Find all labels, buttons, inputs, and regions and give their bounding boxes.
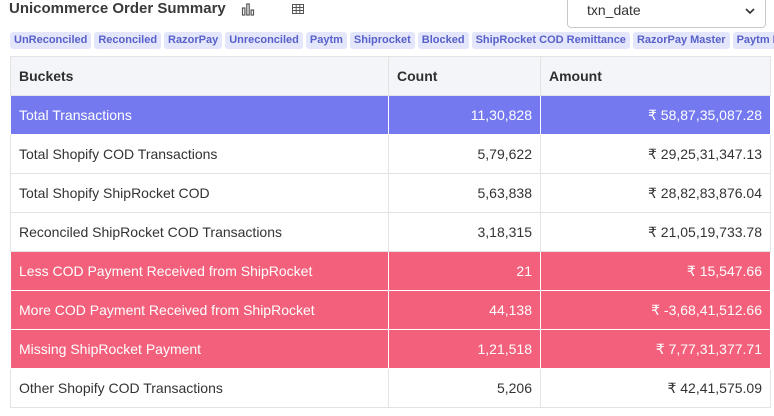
- chevron-down-icon: [744, 5, 756, 17]
- page-title: Unicommerce Order Summary: [9, 0, 226, 17]
- count-cell: 3,18,315: [388, 212, 541, 252]
- amount-cell: ₹ 42,41,575.09: [540, 368, 771, 408]
- bucket-cell: Less COD Payment Received from ShipRocke…: [10, 251, 389, 291]
- summary-table: Buckets Count Amount Total Transactions 1…: [10, 56, 771, 408]
- amount-cell: ₹ 28,82,83,876.04: [540, 173, 771, 213]
- count-cell: 11,30,828: [388, 95, 541, 135]
- count-cell: 44,138: [388, 290, 541, 330]
- date-field-select[interactable]: txn_date: [567, 0, 766, 28]
- count-cell: 5,63,838: [388, 173, 541, 213]
- bucket-cell: Total Shopify ShipRocket COD: [10, 173, 389, 213]
- filter-chip[interactable]: Reconciled: [94, 32, 162, 49]
- summary-table-container: Buckets Count Amount Total Transactions 1…: [10, 56, 771, 408]
- count-cell: 5,206: [388, 368, 541, 408]
- bucket-cell: More COD Payment Received from ShipRocke…: [10, 290, 389, 330]
- date-field-value: txn_date: [587, 2, 641, 18]
- table-row[interactable]: Missing ShipRocket Payment 1,21,518 ₹ 7,77…: [10, 329, 771, 369]
- amount-cell: ₹ 21,05,19,733.78: [540, 212, 771, 252]
- table-row[interactable]: Total Shopify COD Transactions 5,79,622 ₹ …: [10, 134, 771, 174]
- filter-chip[interactable]: Blocked: [417, 32, 469, 49]
- column-header-amount[interactable]: Amount: [540, 56, 771, 96]
- filter-chip[interactable]: RazorPay: [164, 32, 223, 49]
- filter-chip[interactable]: Paytm: [305, 32, 347, 49]
- table-row[interactable]: Total Transactions 11,30,828 ₹ 58,87,35,08…: [10, 95, 771, 135]
- bucket-cell: Other Shopify COD Transactions: [10, 368, 389, 408]
- column-header-buckets[interactable]: Buckets: [10, 56, 389, 96]
- bucket-cell: Total Transactions: [10, 95, 389, 135]
- filter-chip[interactable]: ShipRocket COD Remittance: [471, 32, 630, 49]
- count-cell: 1,21,518: [388, 329, 541, 369]
- count-cell: 5,79,622: [388, 134, 541, 174]
- bucket-cell: Total Shopify COD Transactions: [10, 134, 389, 174]
- header: Unicommerce Order Summary txn_date: [0, 0, 774, 30]
- filter-chip[interactable]: UnReconciled: [10, 32, 92, 49]
- amount-cell: ₹ 58,87,35,087.28: [540, 95, 771, 135]
- amount-cell: ₹ 7,77,31,377.71: [540, 329, 771, 369]
- count-cell: 21: [388, 251, 541, 291]
- table-row[interactable]: Reconciled ShipRocket COD Transactions 3,…: [10, 212, 771, 252]
- table-row[interactable]: Less COD Payment Received from ShipRocke…: [10, 251, 771, 291]
- amount-cell: ₹ 15,547.66: [540, 251, 771, 291]
- table-row[interactable]: Total Shopify ShipRocket COD 5,63,838 ₹ 28…: [10, 173, 771, 213]
- table-header-row: Buckets Count Amount: [10, 56, 771, 96]
- table-grid-icon[interactable]: [290, 1, 306, 17]
- filter-chip[interactable]: RazorPay Master: [632, 32, 730, 49]
- amount-cell: ₹ 29,25,31,347.13: [540, 134, 771, 174]
- amount-cell: ₹ -3,68,41,512.66: [540, 290, 771, 330]
- filter-chip-list: UnReconciled Reconciled RazorPay Unreconcil…: [10, 32, 774, 50]
- column-header-count[interactable]: Count: [388, 56, 541, 96]
- filter-chip[interactable]: Unreconciled: [225, 32, 303, 49]
- filter-chip[interactable]: Shiprocket: [349, 32, 415, 49]
- filter-chip[interactable]: Paytm M: [732, 32, 774, 49]
- bucket-cell: Reconciled ShipRocket COD Transactions: [10, 212, 389, 252]
- bar-chart-icon[interactable]: [240, 1, 256, 17]
- table-row[interactable]: More COD Payment Received from ShipRocke…: [10, 290, 771, 330]
- bucket-cell: Missing ShipRocket Payment: [10, 329, 389, 369]
- table-row[interactable]: Other Shopify COD Transactions 5,206 ₹ 42,…: [10, 368, 771, 408]
